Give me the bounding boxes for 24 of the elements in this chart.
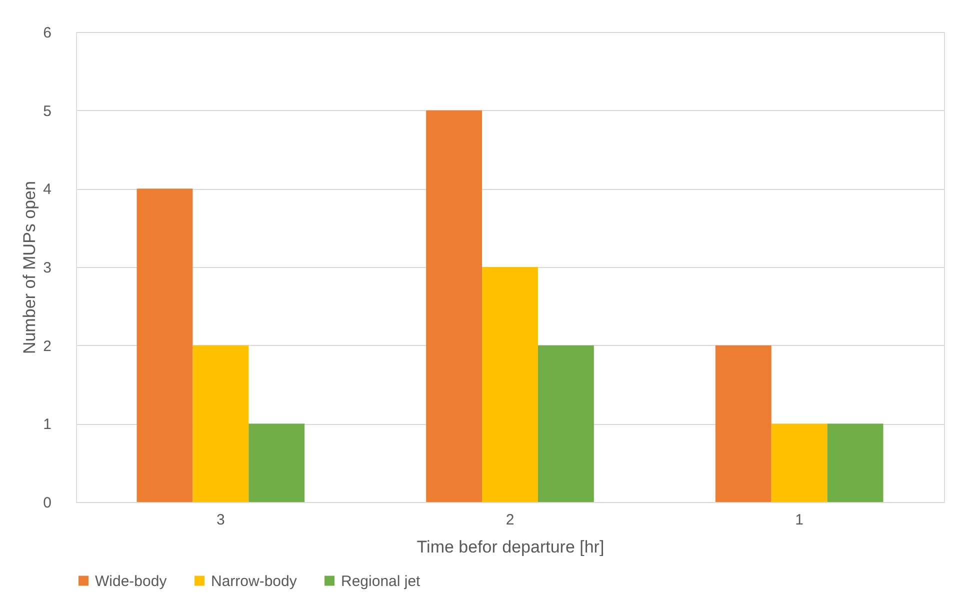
- y-tick-label: 6: [43, 24, 52, 42]
- bar: [538, 345, 594, 502]
- y-tick-label: 0: [43, 494, 52, 512]
- y-tick-label: 4: [43, 181, 52, 198]
- bar: [715, 345, 772, 502]
- bar: [248, 424, 305, 502]
- x-axis-title: Time befor departure [hr]: [416, 538, 604, 556]
- legend-label: Narrow-body: [211, 572, 298, 590]
- x-tick-label: 2: [506, 512, 514, 528]
- bar: [482, 267, 538, 502]
- bar: [426, 110, 482, 502]
- y-tick-label: 5: [43, 102, 52, 120]
- y-axis-title: Number of MUPs open: [20, 181, 40, 354]
- bar: [771, 424, 828, 502]
- x-tick-label: 1: [795, 512, 804, 528]
- bar: [827, 424, 884, 502]
- legend-label: Regional jet: [341, 572, 422, 590]
- y-tick-label: 1: [43, 416, 52, 434]
- y-tick-label: 2: [43, 338, 52, 355]
- y-tick-label: 3: [43, 260, 52, 276]
- bar: [136, 188, 193, 502]
- bar: [192, 345, 249, 502]
- x-tick-label: 3: [216, 512, 225, 528]
- legend-label: Wide-body: [95, 572, 168, 590]
